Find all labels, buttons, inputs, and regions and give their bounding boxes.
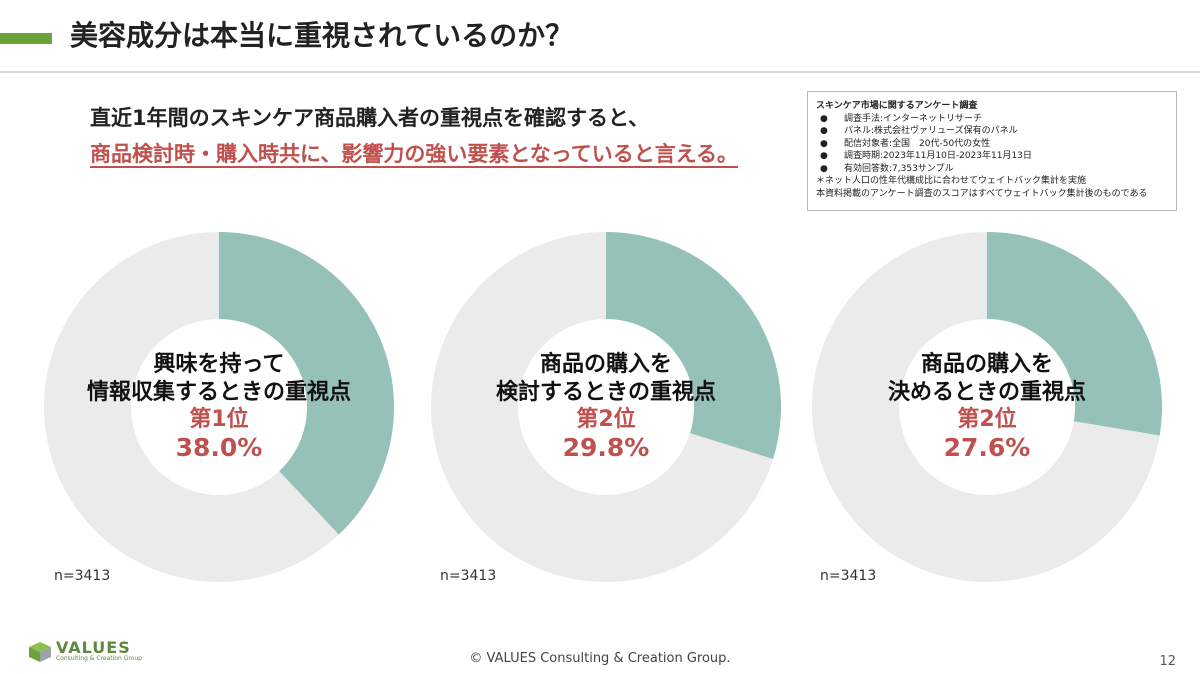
brand-logo: VALUES Consulting & Creation Group — [28, 638, 142, 663]
donut-2-svg — [431, 232, 781, 582]
donut-3-svg — [812, 232, 1162, 582]
donut-3-value: 27.6% — [943, 433, 1031, 462]
title-divider — [0, 71, 1200, 73]
donut-3-label-line-2: 決めるときの重視点 — [887, 380, 1086, 405]
donut-chart-1: 興味を持って 情報収集するときの重視点 第1位 38.0% — [44, 232, 394, 582]
donut-1-center: 興味を持って 情報収集するときの重視点 第1位 38.0% — [44, 232, 394, 582]
survey-title: スキンケア市場に関するアンケート調査 — [816, 101, 978, 111]
survey-item: 配信対象者:全国 20代-50代の女性 — [816, 138, 1170, 151]
lead-line-2: 商品検討時・購入時共に、影響力の強い要素となっていると言える。 — [90, 142, 739, 166]
donut-2-label-line-2: 検討するときの重視点 — [495, 380, 716, 405]
donut-1-value: 38.0% — [175, 433, 263, 462]
donut-chart-3: 商品の購入を 決めるときの重視点 第2位 27.6% — [812, 232, 1162, 582]
donut-chart-2: 商品の購入を 検討するときの重視点 第2位 29.8% — [431, 232, 781, 582]
survey-item: 有効回答数:7,353サンプル — [816, 163, 1170, 176]
survey-info-box: スキンケア市場に関するアンケート調査 調査手法:インターネットリサーチ パネル:… — [807, 91, 1177, 211]
donut-3-highlight-slice — [987, 232, 1162, 436]
donut-1-highlight-slice — [219, 232, 394, 535]
donut-2-rank: 第2位 — [576, 407, 636, 432]
donut-1-svg — [44, 232, 394, 582]
donut-1-rest-slice — [44, 232, 339, 582]
title-accent-bar — [0, 33, 52, 44]
survey-item: 調査時期:2023年11月10日-2023年11月13日 — [816, 150, 1170, 163]
donut-1-rank: 第1位 — [189, 407, 249, 432]
donut-2-label-line-1: 商品の購入を — [539, 352, 672, 377]
donut-3-sample-size: n=3413 — [820, 568, 877, 584]
survey-item: 調査手法:インターネットリサーチ — [816, 113, 1170, 126]
donut-2-center: 商品の購入を 検討するときの重視点 第2位 29.8% — [431, 232, 781, 582]
donut-1-sample-size: n=3413 — [54, 568, 111, 584]
donut-2-sample-size: n=3413 — [440, 568, 497, 584]
copyright: © VALUES Consulting & Creation Group. — [469, 651, 731, 666]
logo-cube-icon — [29, 642, 51, 662]
donut-3-center: 商品の購入を 決めるときの重視点 第2位 27.6% — [812, 232, 1162, 582]
page-number: 12 — [1159, 654, 1176, 669]
donut-3-rest-slice — [812, 232, 1160, 582]
logo-name: VALUES — [56, 638, 131, 657]
page-title: 美容成分は本当に重視されているのか？ — [70, 19, 574, 52]
donut-1-label-line-2: 情報収集するときの重視点 — [86, 380, 351, 405]
donut-3-label-line-1: 商品の購入を — [920, 352, 1053, 377]
survey-item: パネル:株式会社ヴァリューズ保有のパネル — [816, 125, 1170, 138]
lead-line-1: 直近1年間のスキンケア商品購入者の重視点を確認すると、 — [90, 106, 650, 130]
survey-note-2: 本資料掲載のアンケート調査のスコアはすべてウェイトバック集計後のものである — [816, 188, 1148, 199]
donut-2-highlight-slice — [606, 232, 781, 459]
survey-note-1: ＊ネット人口の性年代構成比に合わせてウェイトバック集計を実施 — [816, 176, 1087, 186]
donut-3-rank: 第2位 — [957, 407, 1017, 432]
lead-text: 直近1年間のスキンケア商品購入者の重視点を確認すると、 商品検討時・購入時共に、… — [90, 100, 738, 172]
donut-1-label-line-1: 興味を持って — [153, 352, 285, 377]
donut-2-value: 29.8% — [562, 433, 650, 462]
donut-2-rest-slice — [431, 232, 774, 582]
logo-subtitle: Consulting & Creation Group — [56, 655, 142, 662]
